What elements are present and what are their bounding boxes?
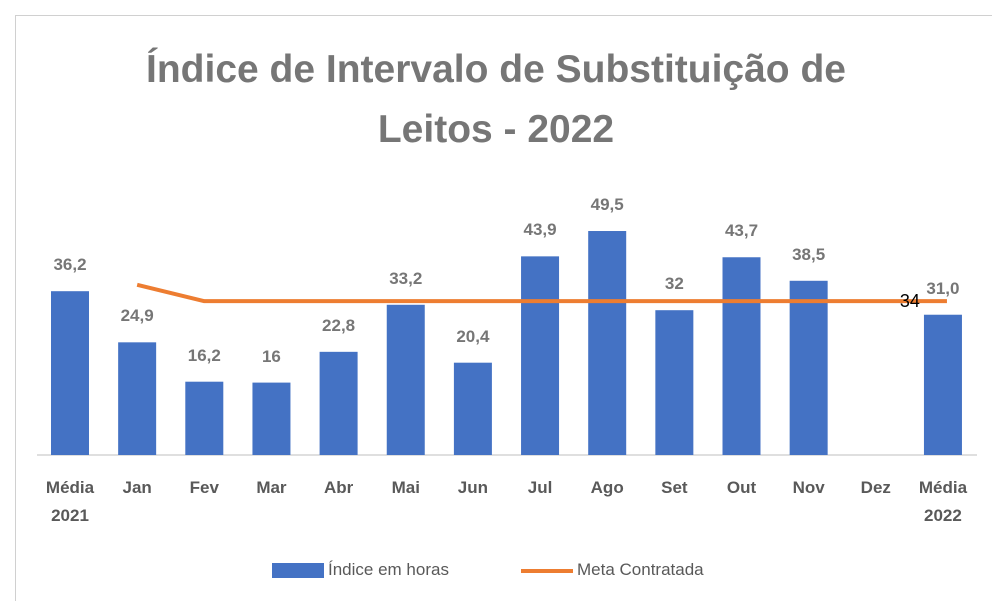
bar (923, 314, 962, 455)
bar (386, 304, 425, 455)
data-label: 24,9 (120, 306, 154, 326)
data-label: 16 (261, 346, 281, 366)
data-label: 38,5 (792, 244, 826, 264)
data-label: 33,2 (389, 268, 423, 288)
legend-swatch (272, 563, 324, 578)
x-tick-label: Abr (323, 478, 354, 497)
data-label: 43,7 (724, 221, 759, 241)
data-label: 49,5 (590, 195, 624, 214)
line-data-label: 34 (899, 291, 920, 312)
chart-title: Índice de Intervalo de Substituição de L… (146, 48, 846, 151)
bar (51, 291, 89, 455)
bar (521, 256, 560, 455)
bar (319, 351, 358, 455)
x-tick-label: Ago (590, 478, 624, 497)
bar (588, 231, 627, 455)
data-label: 22,8 (322, 315, 356, 335)
data-label: 32 (664, 274, 684, 294)
bar (789, 280, 828, 455)
bar (722, 257, 761, 455)
bar (252, 382, 291, 455)
x-tick-label: Média 2021 (45, 478, 95, 525)
data-label: 31,0 (926, 278, 960, 298)
bar (453, 362, 492, 455)
x-tick-label: Jun (457, 478, 488, 497)
legend-label: Índice em horas (328, 560, 449, 579)
data-label: 36,2 (53, 255, 87, 275)
chart-border (15, 15, 992, 601)
x-tick-label: Média 2022 (918, 478, 968, 525)
x-tick-label: Set (661, 478, 688, 497)
x-tick-label: Jul (527, 478, 553, 497)
data-label: 43,9 (523, 220, 557, 240)
line (136, 282, 947, 304)
bar (655, 310, 694, 455)
x-tick-label: Mai (391, 478, 420, 497)
bar (118, 342, 157, 455)
x-tick-label: Fev (189, 478, 219, 497)
x-tick-label: Nov (792, 478, 825, 497)
legend-label: Meta Contratada (577, 560, 704, 579)
x-tick-label: Jan (122, 478, 152, 497)
data-label: 20,4 (456, 326, 490, 346)
bar (185, 381, 224, 455)
x-tick-label: Dez (860, 478, 891, 497)
data-label: 16,2 (187, 345, 221, 365)
x-tick-label: Out (726, 478, 757, 497)
x-tick-label: Mar (256, 478, 287, 497)
